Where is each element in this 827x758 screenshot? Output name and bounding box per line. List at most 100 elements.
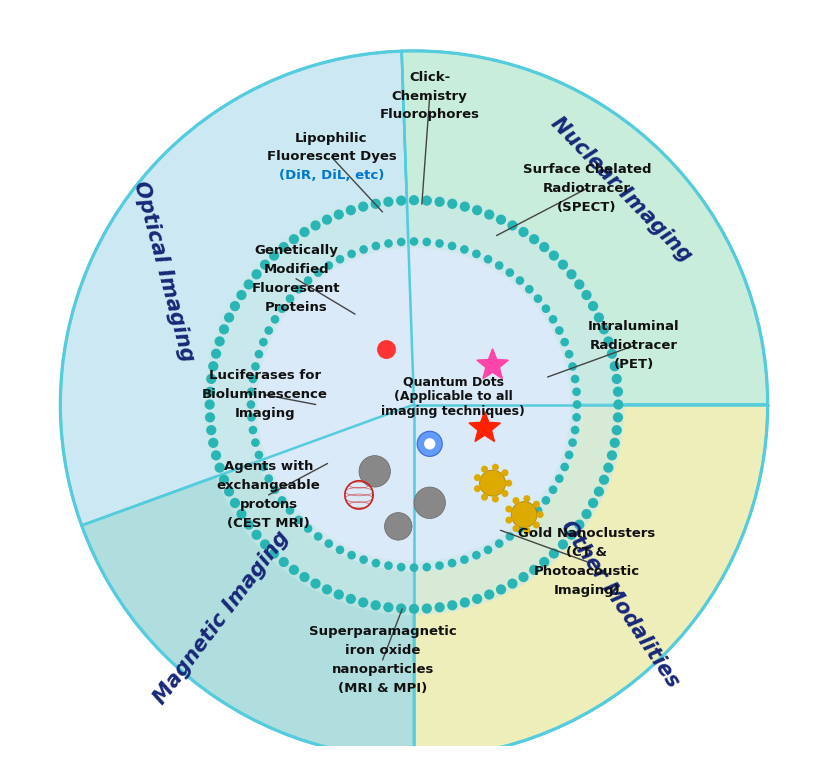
Circle shape — [270, 485, 279, 494]
Circle shape — [504, 516, 512, 524]
Text: Superparamagnetic: Superparamagnetic — [308, 625, 456, 638]
Circle shape — [251, 362, 260, 371]
Circle shape — [541, 496, 550, 505]
Circle shape — [285, 506, 294, 515]
Circle shape — [251, 530, 261, 540]
Circle shape — [460, 245, 468, 254]
Circle shape — [598, 324, 609, 334]
Circle shape — [346, 594, 356, 604]
Circle shape — [409, 604, 418, 614]
Text: Fluorescent Dyes: Fluorescent Dyes — [266, 151, 396, 164]
Circle shape — [533, 506, 542, 515]
Circle shape — [510, 502, 537, 528]
Text: Luciferases for: Luciferases for — [208, 369, 320, 382]
Circle shape — [611, 425, 621, 435]
Text: iron oxide: iron oxide — [345, 644, 420, 657]
Circle shape — [285, 294, 294, 303]
Circle shape — [264, 326, 273, 335]
Circle shape — [447, 559, 456, 568]
Circle shape — [383, 197, 393, 207]
Circle shape — [533, 522, 539, 528]
Circle shape — [277, 305, 286, 313]
Text: Fluorophores: Fluorophores — [380, 108, 479, 121]
Circle shape — [246, 413, 256, 421]
Circle shape — [611, 374, 621, 384]
Circle shape — [376, 340, 395, 359]
Circle shape — [479, 470, 505, 496]
Circle shape — [483, 546, 492, 554]
Circle shape — [536, 511, 543, 518]
Circle shape — [264, 475, 273, 483]
Circle shape — [414, 487, 445, 518]
Text: Radiotracer: Radiotracer — [543, 182, 630, 195]
Circle shape — [491, 464, 499, 471]
Circle shape — [447, 199, 457, 209]
Circle shape — [206, 425, 216, 435]
Circle shape — [218, 324, 229, 334]
Circle shape — [557, 539, 567, 550]
Circle shape — [491, 496, 499, 503]
Circle shape — [409, 237, 418, 246]
Circle shape — [371, 242, 380, 250]
Text: Fluorescent: Fluorescent — [251, 282, 340, 295]
Circle shape — [560, 462, 568, 471]
Circle shape — [205, 387, 215, 397]
Circle shape — [421, 603, 432, 613]
Circle shape — [218, 475, 229, 485]
Text: Imaging): Imaging) — [553, 584, 619, 597]
Text: Intraluminal: Intraluminal — [587, 320, 679, 334]
Circle shape — [435, 561, 443, 570]
Circle shape — [269, 250, 279, 261]
Circle shape — [204, 399, 214, 409]
Circle shape — [570, 374, 579, 384]
Circle shape — [606, 349, 616, 359]
Circle shape — [214, 462, 224, 473]
Circle shape — [211, 450, 221, 460]
Circle shape — [533, 501, 539, 508]
Circle shape — [259, 462, 267, 471]
Circle shape — [313, 268, 322, 277]
Circle shape — [598, 475, 609, 485]
Circle shape — [289, 234, 299, 244]
Circle shape — [460, 556, 468, 564]
Circle shape — [294, 285, 303, 293]
Text: exchangeable: exchangeable — [217, 479, 320, 492]
Circle shape — [512, 497, 519, 504]
Circle shape — [304, 276, 312, 285]
Circle shape — [548, 485, 557, 494]
Circle shape — [299, 227, 309, 237]
Circle shape — [417, 431, 442, 456]
Circle shape — [473, 474, 480, 481]
Circle shape — [587, 301, 597, 312]
Circle shape — [211, 349, 221, 359]
Circle shape — [322, 584, 332, 594]
Circle shape — [324, 262, 332, 270]
Circle shape — [357, 597, 368, 608]
Circle shape — [279, 557, 289, 567]
Circle shape — [224, 312, 234, 323]
Circle shape — [518, 227, 528, 237]
Circle shape — [269, 548, 279, 559]
Circle shape — [473, 485, 480, 492]
Circle shape — [566, 269, 576, 280]
Circle shape — [395, 196, 406, 205]
Circle shape — [370, 600, 380, 610]
Text: Imaging: Imaging — [234, 407, 294, 420]
Circle shape — [567, 362, 576, 371]
Text: Nuclear Imaging: Nuclear Imaging — [547, 113, 695, 266]
Circle shape — [310, 221, 320, 230]
Circle shape — [554, 475, 563, 483]
Circle shape — [409, 195, 418, 205]
Circle shape — [359, 456, 390, 487]
Circle shape — [557, 259, 567, 270]
Circle shape — [507, 221, 517, 230]
Circle shape — [495, 539, 503, 548]
Text: Proteins: Proteins — [265, 301, 327, 314]
Circle shape — [434, 197, 444, 207]
Circle shape — [505, 532, 514, 540]
Circle shape — [571, 387, 581, 396]
Circle shape — [422, 237, 431, 246]
Circle shape — [384, 239, 392, 248]
Text: Radiotracer: Radiotracer — [590, 339, 677, 352]
Circle shape — [279, 242, 289, 252]
